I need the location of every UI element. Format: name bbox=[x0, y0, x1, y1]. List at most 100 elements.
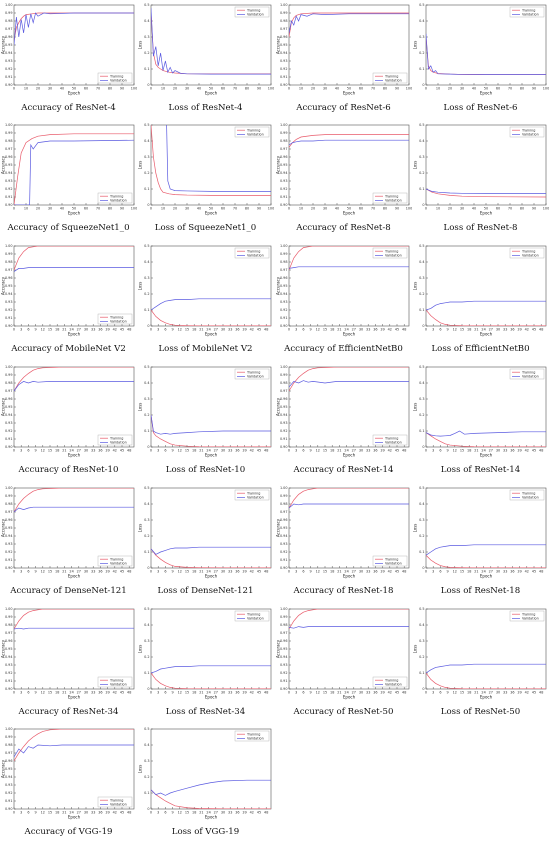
series-line-validation bbox=[289, 503, 409, 509]
y-tick-label: 0.95 bbox=[5, 284, 13, 288]
x-tick-label: 12 bbox=[453, 691, 457, 695]
x-tick-label: 9 bbox=[447, 328, 449, 332]
y-axis-label: Loss bbox=[138, 765, 143, 774]
y-tick-label: 0.97 bbox=[280, 389, 288, 393]
y-tick-label: 0.96 bbox=[5, 639, 13, 643]
series-line-validation bbox=[289, 626, 409, 629]
x-tick-label: 33 bbox=[366, 328, 370, 332]
x-tick-label: 45 bbox=[257, 449, 261, 453]
y-tick-label: 0.90 bbox=[280, 324, 288, 328]
x-tick-label: 33 bbox=[366, 570, 370, 574]
x-tick-label: 24 bbox=[69, 691, 73, 695]
x-tick-label: 30 bbox=[359, 691, 363, 695]
chart-panel: 0 0.1 0.2 0.3 0.4 0.5 0 3 6 9 12 15 18 21 24 27 30 33 36 39… bbox=[137, 364, 274, 484]
y-tick-label: 0.90 bbox=[5, 83, 13, 87]
x-tick-label: 39 bbox=[105, 328, 109, 332]
x-tick-label: 100 bbox=[406, 207, 412, 211]
legend-label: Training bbox=[109, 557, 123, 561]
y-tick-label: 0.2 bbox=[144, 655, 149, 659]
chart-panel: 0 0.1 0.2 0.3 0.4 0.5 0 10 20 30 40 50 60 70 80 90 100 Ep… bbox=[137, 2, 275, 122]
x-tick-label: 15 bbox=[460, 328, 464, 332]
y-tick-label: 0.97 bbox=[280, 510, 288, 514]
y-tick-label: 0.5 bbox=[144, 123, 149, 127]
x-tick-label: 50 bbox=[484, 207, 488, 211]
y-tick-label: 0.93 bbox=[5, 421, 13, 425]
legend-label: Training bbox=[109, 678, 123, 682]
x-tick-label: 0 bbox=[288, 207, 290, 211]
legend-label: Validation bbox=[247, 133, 264, 137]
x-tick-label: 39 bbox=[242, 811, 246, 815]
legend-label: Training bbox=[521, 612, 535, 616]
x-tick-label: 39 bbox=[242, 328, 246, 332]
x-axis-label: Epoch bbox=[205, 91, 218, 96]
legend-label: Training bbox=[109, 315, 123, 319]
x-tick-label: 21 bbox=[199, 570, 203, 574]
y-tick-label: 0.4 bbox=[144, 623, 149, 627]
x-tick-label: 10 bbox=[299, 87, 303, 91]
x-tick-label: 50 bbox=[347, 87, 351, 91]
y-tick-label: 0 bbox=[147, 445, 149, 449]
x-tick-label: 18 bbox=[192, 811, 196, 815]
y-tick-label: 0.97 bbox=[5, 147, 13, 151]
x-tick-label: 6 bbox=[164, 811, 166, 815]
y-tick-label: 0 bbox=[147, 807, 149, 811]
y-tick-label: 0.91 bbox=[280, 195, 288, 199]
y-tick-label: 0.95 bbox=[5, 767, 13, 771]
chart-svg: 00.10.20.30.40.50 3 6 9 12 15 18 21 24 27 30 33 36 39… bbox=[138, 727, 272, 820]
x-tick-label: 3 bbox=[295, 328, 297, 332]
y-axis-label: Accuracy bbox=[1, 276, 6, 295]
y-tick-label: 0.1 bbox=[144, 187, 149, 191]
y-tick-label: 0.91 bbox=[280, 316, 288, 320]
y-tick-label: 0.97 bbox=[5, 751, 13, 755]
series-line-training bbox=[151, 548, 271, 568]
y-tick-label: 0.90 bbox=[5, 687, 13, 691]
legend-label: Training bbox=[521, 128, 535, 132]
x-tick-label: 30 bbox=[84, 570, 88, 574]
chart-svg: 00.10.20.30.40.50 3 6 9 12 15 18 21 24 27 30 33 36 39… bbox=[138, 244, 272, 337]
legend-label: Validation bbox=[247, 13, 264, 17]
y-tick-label: 0.96 bbox=[280, 639, 288, 643]
y-tick-label: 0.93 bbox=[5, 542, 13, 546]
chart-svg: 0.90 0.91 0.92 0.93 0.94 0.95 0.96 0.97 0.98 0.99… bbox=[1, 244, 135, 337]
x-tick-label: 70 bbox=[96, 87, 100, 91]
chart-caption: Loss of ResNet-34 bbox=[165, 707, 246, 717]
y-tick-label: 0 bbox=[422, 566, 424, 570]
x-tick-label: 3 bbox=[432, 570, 434, 574]
x-tick-label: 45 bbox=[395, 570, 399, 574]
x-tick-label: 6 bbox=[164, 449, 166, 453]
x-axis-label: Epoch bbox=[205, 453, 218, 458]
x-tick-label: 39 bbox=[380, 449, 384, 453]
y-tick-label: 0.98 bbox=[280, 623, 288, 627]
chart-panel: 0 0.1 0.2 0.3 0.4 0.5 0 3 6 9 12 15 18 21 24 27 30 33 36 39… bbox=[137, 243, 274, 363]
y-tick-label: 0 bbox=[422, 687, 424, 691]
x-axis-label: Epoch bbox=[480, 211, 493, 216]
x-tick-label: 10 bbox=[161, 207, 165, 211]
y-tick-label: 0.4 bbox=[419, 19, 424, 23]
legend-label: Training bbox=[246, 370, 260, 374]
y-tick-label: 0.99 bbox=[5, 735, 13, 739]
y-axis-label: Loss bbox=[138, 403, 143, 412]
x-tick-label: 12 bbox=[453, 449, 457, 453]
x-tick-label: 12 bbox=[41, 691, 45, 695]
y-tick-label: 0.98 bbox=[5, 502, 13, 506]
series-line-validation bbox=[426, 544, 546, 556]
x-tick-label: 18 bbox=[467, 328, 471, 332]
x-tick-label: 60 bbox=[221, 207, 225, 211]
x-tick-label: 42 bbox=[250, 570, 254, 574]
series-line-validation bbox=[289, 266, 409, 269]
chart-svg: 0 0.1 0.2 0.3 0.4 0.5 0 10 20 30 40 50 60 70 80 90 100 Ep… bbox=[413, 3, 550, 95]
series-line-training bbox=[289, 488, 409, 509]
legend-box bbox=[97, 555, 133, 567]
y-tick-label: 0.1 bbox=[419, 550, 424, 554]
y-tick-label: 0.95 bbox=[5, 647, 13, 651]
y-tick-label: 0.93 bbox=[280, 179, 288, 183]
legend-label: Validation bbox=[110, 320, 127, 324]
x-tick-label: 33 bbox=[91, 449, 95, 453]
series-line-training bbox=[426, 554, 546, 568]
y-tick-label: 0.94 bbox=[280, 51, 288, 55]
x-tick-label: 24 bbox=[344, 691, 348, 695]
x-tick-label: 12 bbox=[316, 570, 320, 574]
x-tick-label: 9 bbox=[310, 328, 312, 332]
x-tick-label: 0 bbox=[13, 570, 15, 574]
chart-panel: 0.90 0.91 0.92 0.93 0.94 0.95 0.96 0.97 0.98 0.99… bbox=[275, 364, 412, 484]
